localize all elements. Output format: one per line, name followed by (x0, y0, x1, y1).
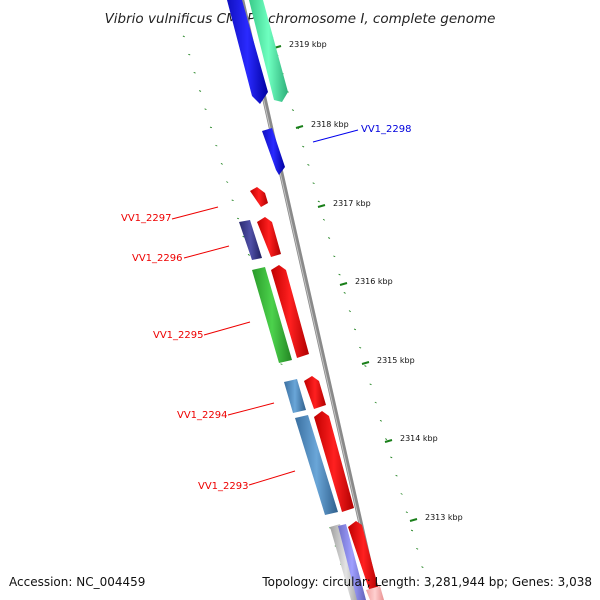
gene-vv1-2297[interactable] (250, 187, 268, 207)
tick-label: 2315 kbp (377, 356, 415, 365)
feature-track (227, 0, 384, 600)
cds-block[interactable] (227, 0, 268, 104)
tick-mark (339, 282, 348, 286)
gene-vv1-2295[interactable] (271, 265, 309, 358)
cds-block[interactable] (284, 379, 306, 413)
tick-mark (317, 204, 326, 208)
gene-label-vv1-2298[interactable]: VV1_2298 (361, 124, 412, 135)
leader-line (203, 321, 251, 336)
gene-label-vv1-2293[interactable]: VV1_2293 (198, 481, 249, 492)
accession-text: Accession: NC_004459 (9, 575, 145, 589)
tick-mark (409, 518, 418, 522)
gene-label-vv1-2295[interactable]: VV1_2295 (153, 330, 204, 341)
leader-line (227, 402, 275, 416)
tick-mark (295, 125, 304, 129)
scale-ticks: 2319 kbp 2318 kbp 2317 kbp 2316 kbp 2315 kbp… (273, 40, 463, 522)
gc-dot (348, 310, 351, 313)
tick-label: 2313 kbp (425, 513, 463, 522)
tick-label: 2319 kbp (289, 40, 327, 49)
cds-block[interactable] (239, 220, 262, 260)
tick-mark (361, 361, 370, 365)
leader-line (248, 470, 296, 486)
gene-vv1-2298[interactable] (262, 128, 285, 175)
tick-label: 2318 kbp (311, 120, 349, 129)
gene-label-vv1-2296[interactable]: VV1_2296 (132, 253, 183, 264)
topology-summary: Topology: circular; Length: 3,281,944 bp… (261, 575, 592, 589)
leader-line (183, 245, 230, 259)
gene-vv1-2293[interactable] (314, 411, 354, 512)
gc-dot (322, 218, 326, 221)
cds-block[interactable] (348, 521, 379, 595)
tick-label: 2314 kbp (400, 434, 438, 443)
tick-label: 2316 kbp (355, 277, 393, 286)
cds-block[interactable] (295, 415, 338, 515)
leader-line (312, 129, 359, 143)
cds-block[interactable] (249, 0, 288, 102)
cds-block[interactable] (252, 267, 292, 363)
gene-labels: VV1_2298 VV1_2297 VV1_2296 VV1_2295 VV1_… (121, 124, 412, 492)
gene-vv1-2296[interactable] (257, 217, 281, 257)
gc-content-track (182, 0, 429, 587)
map-title: Vibrio vulnificus CMCP6 chromosome I, co… (105, 11, 496, 27)
cds-block[interactable] (366, 586, 384, 600)
tick-label: 2317 kbp (333, 199, 371, 208)
gene-label-vv1-2294[interactable]: VV1_2294 (177, 410, 228, 421)
cds-block[interactable] (338, 524, 366, 600)
backbone (239, 0, 381, 600)
tick-mark (384, 439, 393, 443)
gene-label-vv1-2297[interactable]: VV1_2297 (121, 213, 172, 224)
leader-line (171, 206, 219, 220)
gene-vv1-2294[interactable] (304, 376, 326, 409)
